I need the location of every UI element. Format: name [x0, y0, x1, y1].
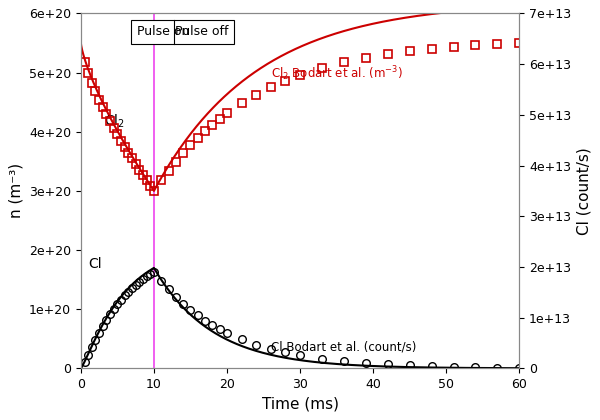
Text: Cl: Cl [88, 257, 102, 271]
Text: Pulse on: Pulse on [138, 26, 190, 39]
X-axis label: Time (ms): Time (ms) [262, 396, 338, 412]
Text: Cl Bodart et al. (count/s): Cl Bodart et al. (count/s) [271, 341, 416, 354]
Y-axis label: Cl (count/s): Cl (count/s) [577, 147, 592, 235]
Text: Cl$_2$ Bodart et al. (m$^{-3}$): Cl$_2$ Bodart et al. (m$^{-3}$) [271, 65, 403, 83]
FancyBboxPatch shape [131, 21, 235, 44]
Text: Pulse off: Pulse off [175, 26, 229, 39]
Y-axis label: n (m⁻³): n (m⁻³) [8, 163, 23, 218]
Text: Pulse off: Pulse off [175, 25, 229, 38]
Text: Pulse on: Pulse on [137, 25, 189, 38]
Text: Cl$_2$: Cl$_2$ [104, 113, 125, 130]
